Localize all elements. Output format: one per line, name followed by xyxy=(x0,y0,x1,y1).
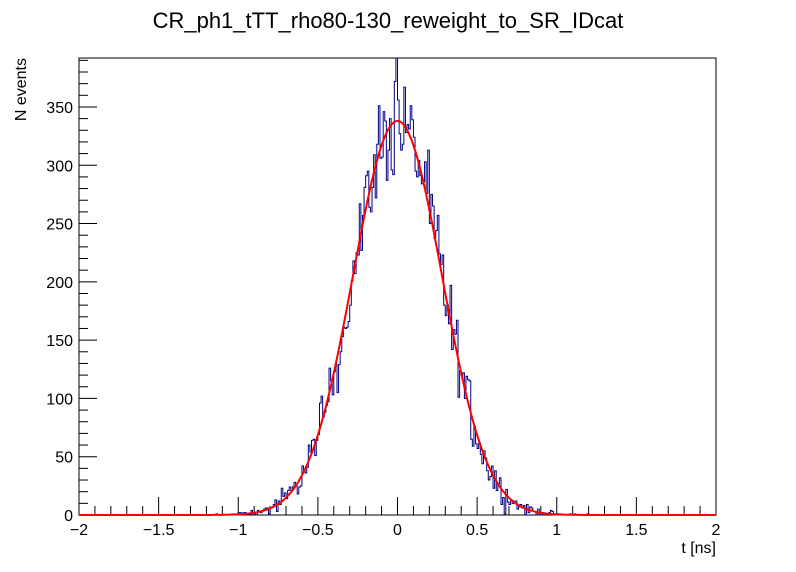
y-tick-label: 200 xyxy=(46,275,73,292)
plot-frame xyxy=(78,57,717,516)
y-tick-label: 250 xyxy=(46,217,73,234)
y-tick-label: 300 xyxy=(46,158,73,175)
x-axis: −2 −1.5 −1 −0.5 0 0.5 1 1.5 2 xyxy=(70,497,721,539)
y-tick-label: 50 xyxy=(55,450,73,467)
x-tick-label: −1 xyxy=(229,522,247,539)
x-axis-label: t [ns] xyxy=(681,540,716,557)
y-axis: 0 50 100 150 200 250 300 350 xyxy=(46,59,97,525)
x-tick-label: −1.5 xyxy=(143,522,175,539)
y-tick-label: 0 xyxy=(64,508,73,525)
y-tick-label: 150 xyxy=(46,333,73,350)
y-tick-label: 100 xyxy=(46,391,73,408)
x-tick-label: 1.5 xyxy=(625,522,647,539)
x-tick-label: 0.5 xyxy=(466,522,488,539)
x-tick-label: −2 xyxy=(70,522,88,539)
x-tick-label: −0.5 xyxy=(302,522,334,539)
y-axis-label: N events xyxy=(13,58,30,121)
gaussian-fit-curve xyxy=(79,119,716,516)
chart-title: CR_ph1_tTT_rho80-130_reweight_to_SR_IDca… xyxy=(153,8,624,33)
y-tick-label: 350 xyxy=(46,100,73,117)
x-tick-label: 0 xyxy=(393,522,402,539)
x-tick-label: 1 xyxy=(552,522,561,539)
x-tick-label: 2 xyxy=(712,522,721,539)
histogram-series xyxy=(79,57,716,516)
